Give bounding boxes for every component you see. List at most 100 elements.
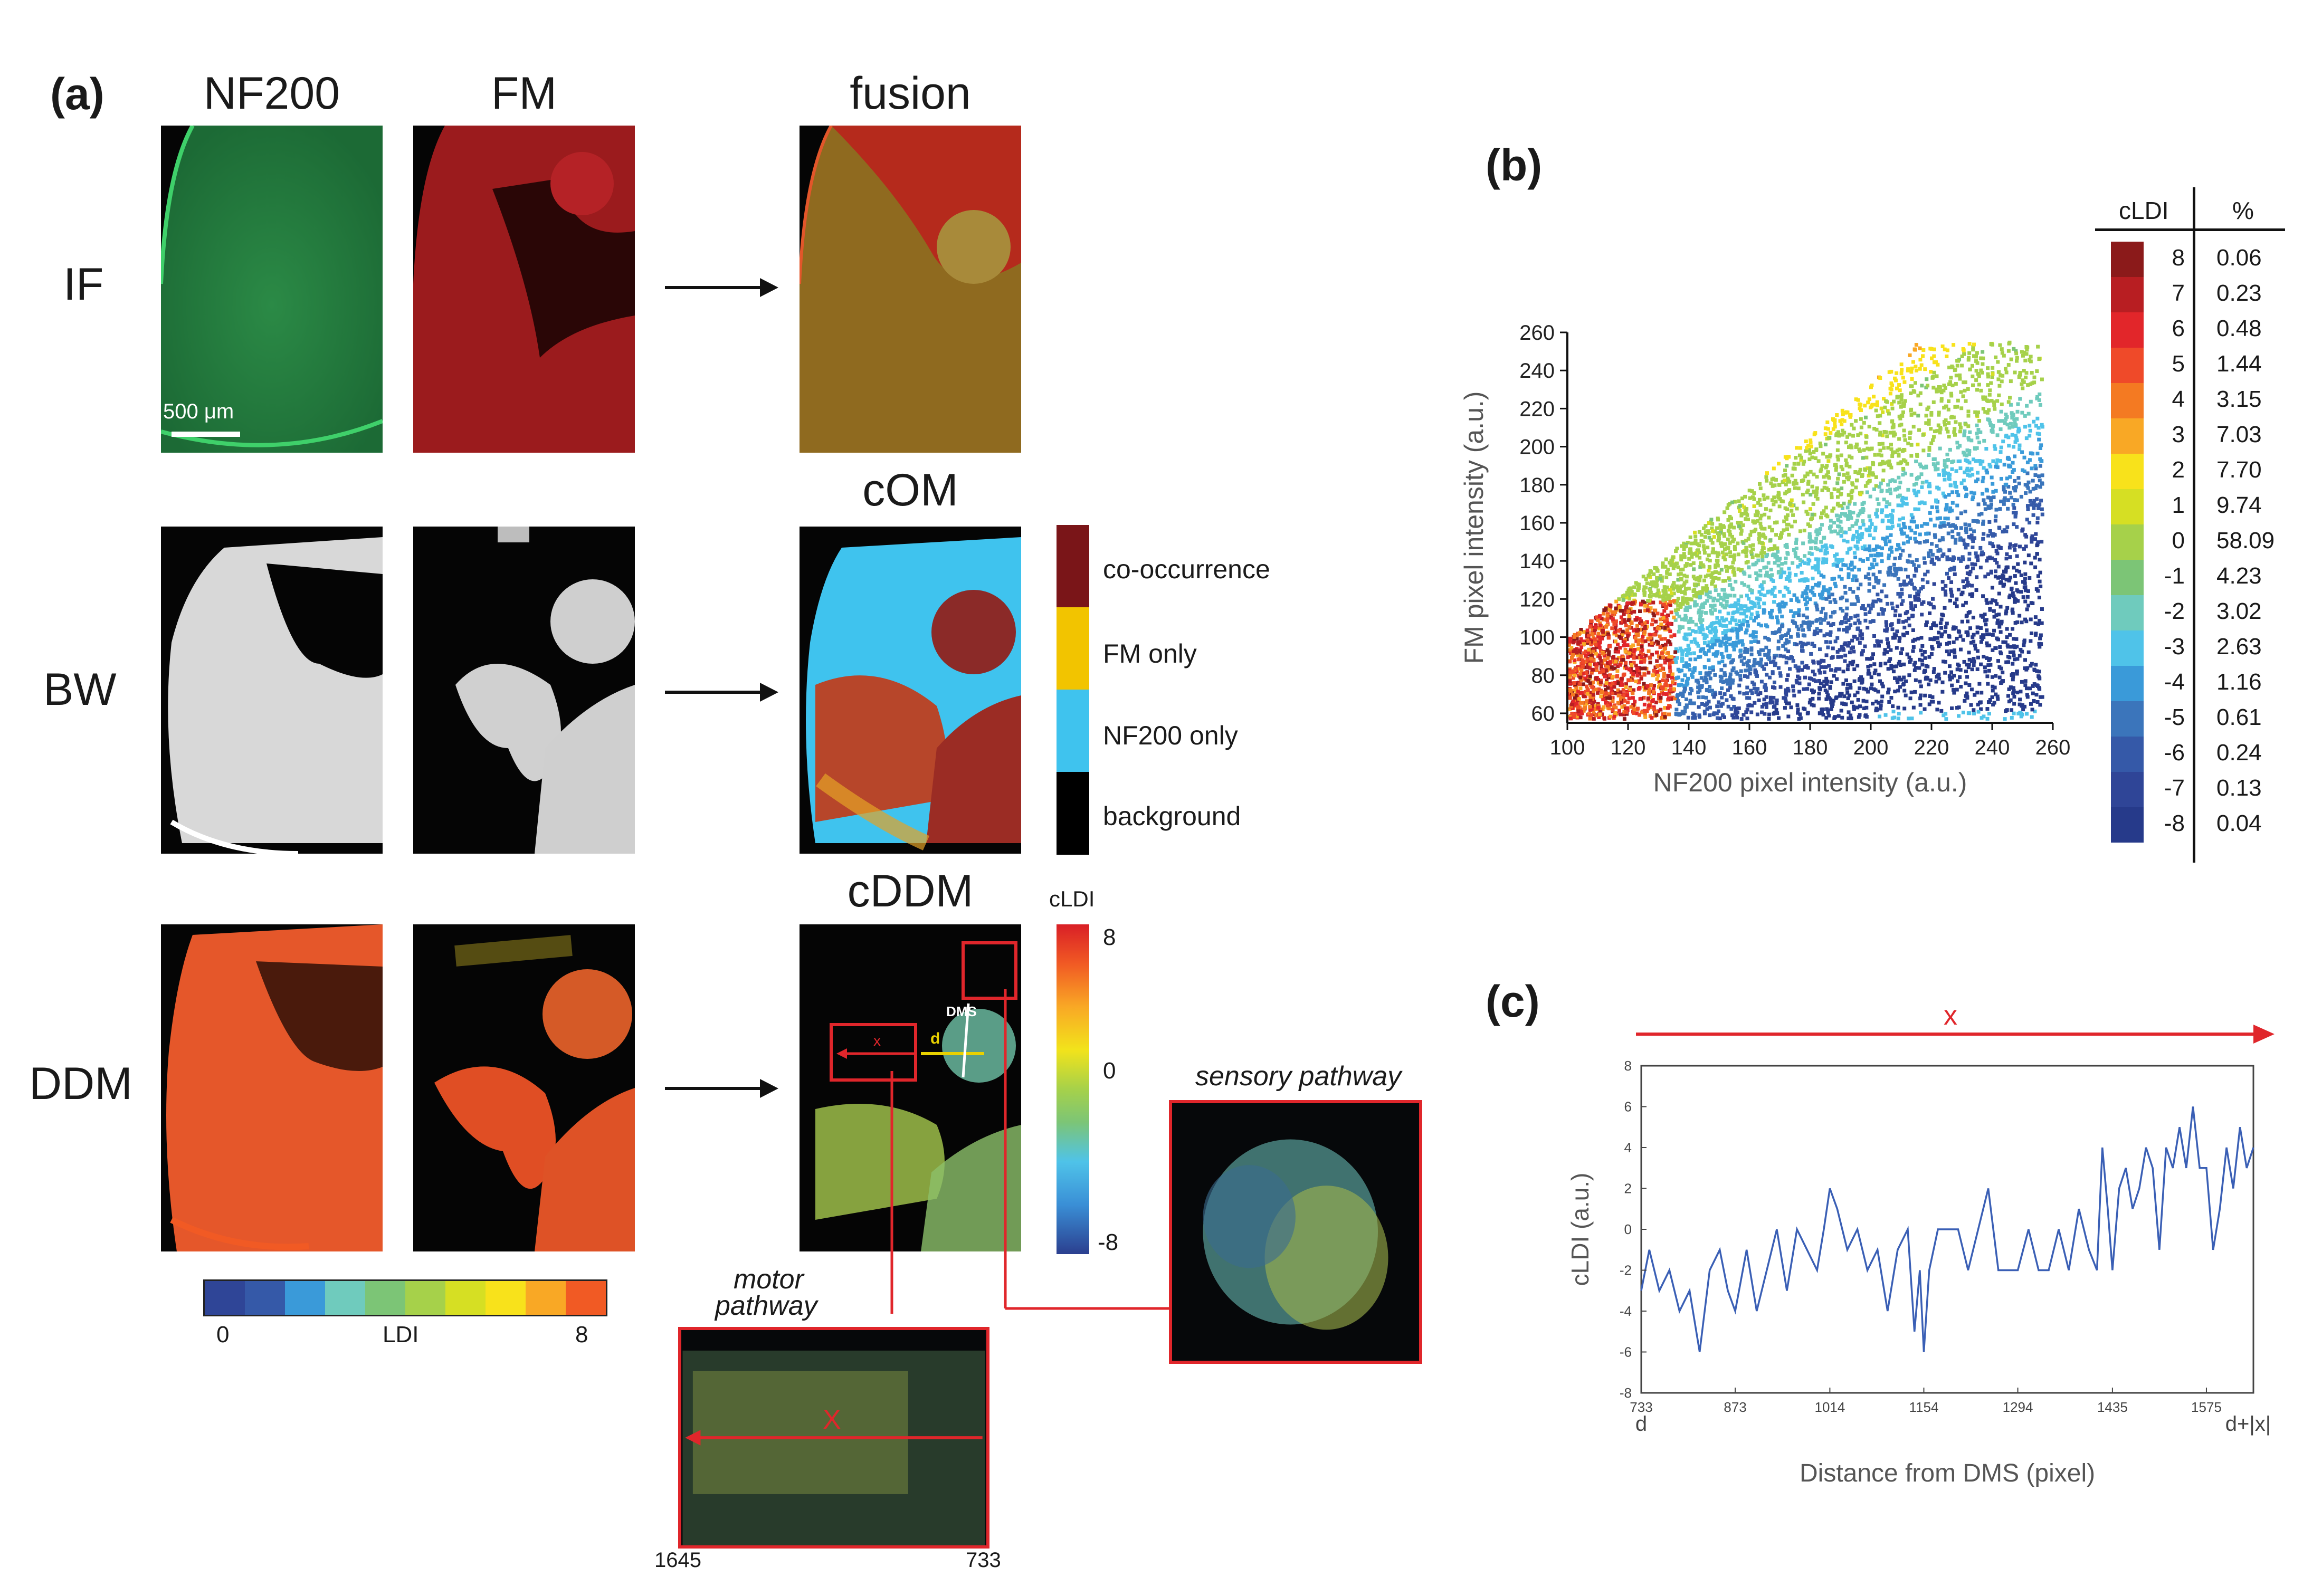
scatter-point <box>2037 670 2041 674</box>
scatter-point <box>1657 696 1661 701</box>
scatter-point <box>1901 449 1905 453</box>
scatter-point <box>1966 665 1971 670</box>
scatter-point <box>1887 553 1891 558</box>
scatter-point <box>1824 640 1829 644</box>
scatter-point <box>1858 449 1862 453</box>
scatter-point <box>1690 555 1694 559</box>
scatter-point <box>1593 628 1597 633</box>
scatter-point <box>1625 643 1630 647</box>
scatter-point <box>1634 639 1639 643</box>
scatter-point <box>1739 669 1743 673</box>
scatter-point <box>1836 558 1841 562</box>
scatter-point <box>2003 490 2007 494</box>
scatter-point <box>1975 432 1979 436</box>
scatter-point <box>1887 519 1891 523</box>
scatter-point <box>1828 455 1832 459</box>
scatter-point <box>1686 649 1690 654</box>
scatter-point <box>1850 524 1854 528</box>
scatter-point <box>1663 706 1667 710</box>
scatter-point <box>1764 686 1768 691</box>
scatter-point <box>1948 380 1953 384</box>
scatter-point <box>1586 674 1590 678</box>
scatter-point <box>1839 453 1843 457</box>
scatter-point <box>1725 641 1729 645</box>
scatter-point <box>1751 543 1755 547</box>
scatter-point <box>1622 618 1626 622</box>
scatter-point <box>1635 667 1639 671</box>
scatter-point <box>1732 558 1736 562</box>
scatter-point <box>1760 541 1764 545</box>
scatter-point <box>1668 596 1672 600</box>
scatter-point <box>1640 666 1644 671</box>
scatter-point <box>1888 570 1892 574</box>
scatter-point <box>1705 592 1709 597</box>
scatter-point <box>1588 704 1592 709</box>
scatter-point <box>1605 696 1609 700</box>
scatter-point <box>1990 542 1994 546</box>
scatter-point <box>1852 634 1856 638</box>
scatter-point <box>1849 547 1853 551</box>
scatter-point <box>1723 534 1727 538</box>
scatter-point <box>1893 613 1897 617</box>
scatter-point <box>1819 469 1823 473</box>
scatter-point <box>1707 700 1711 704</box>
scatter-point <box>1607 615 1612 619</box>
scatter-point <box>1967 351 1972 355</box>
scatter-point <box>1913 381 1917 385</box>
scatter-point <box>1805 687 1810 691</box>
scatter-point <box>1836 476 1840 481</box>
scatter-point <box>1670 591 1674 595</box>
scatter-point <box>2028 424 2032 428</box>
scatter-point <box>1986 504 1991 509</box>
scatter-point <box>1822 659 1826 663</box>
scatter-point <box>1714 588 1718 592</box>
scatter-point <box>1667 655 1671 659</box>
scatter-point <box>1645 709 1649 713</box>
scatter-point <box>1958 429 1962 434</box>
scatter-point <box>1834 558 1839 562</box>
scatter-point <box>1794 541 1798 545</box>
scatter-point <box>1906 488 1910 492</box>
scatter-point <box>1957 557 1961 561</box>
scatter-point <box>1773 586 1777 590</box>
scatter-point <box>1998 507 2002 511</box>
scatter-point <box>1971 519 1975 523</box>
scatter-point <box>1883 539 1888 543</box>
scatter-point <box>1805 490 1809 494</box>
scatter-point <box>1638 654 1642 658</box>
scatter-point <box>1867 572 1871 576</box>
scatter-point <box>1642 601 1647 605</box>
scatter-point <box>2010 708 2014 712</box>
scatter-point <box>1602 705 1606 709</box>
scatter-point <box>1636 647 1641 651</box>
scatter-point <box>1903 471 1907 475</box>
scatter-point <box>1635 582 1640 586</box>
scatter-point <box>2009 645 2013 649</box>
scatter-point <box>1684 697 1688 701</box>
scatter-point <box>1983 665 1987 670</box>
scatter-point <box>1743 674 1747 678</box>
scatter-point <box>1963 699 1967 703</box>
scatter-point <box>1987 712 1991 716</box>
scatter-point <box>1582 630 1586 634</box>
scatter-point <box>1682 581 1687 585</box>
scatter-point <box>1823 689 1828 693</box>
scatter-point <box>1747 696 1752 700</box>
scatter-point <box>1602 617 1606 622</box>
scatter-point <box>1847 493 1851 497</box>
scatter-point <box>1876 580 1880 585</box>
scatter-point <box>1764 574 1768 578</box>
scatter-point <box>1726 704 1730 709</box>
scatter-point <box>1924 385 1928 389</box>
scatter-point <box>1943 459 1947 463</box>
scatter-point <box>1908 353 1912 357</box>
scatter-point <box>1835 564 1839 568</box>
scatter-point <box>2025 695 2030 699</box>
scatter-point <box>1991 459 1995 463</box>
scatter-point <box>1698 629 1702 634</box>
scatter-point <box>1682 541 1686 546</box>
scatter-point <box>1963 388 1967 393</box>
scatter-point <box>2035 497 2039 501</box>
scatter-point <box>1723 692 1727 696</box>
scatter-point <box>1721 636 1726 641</box>
